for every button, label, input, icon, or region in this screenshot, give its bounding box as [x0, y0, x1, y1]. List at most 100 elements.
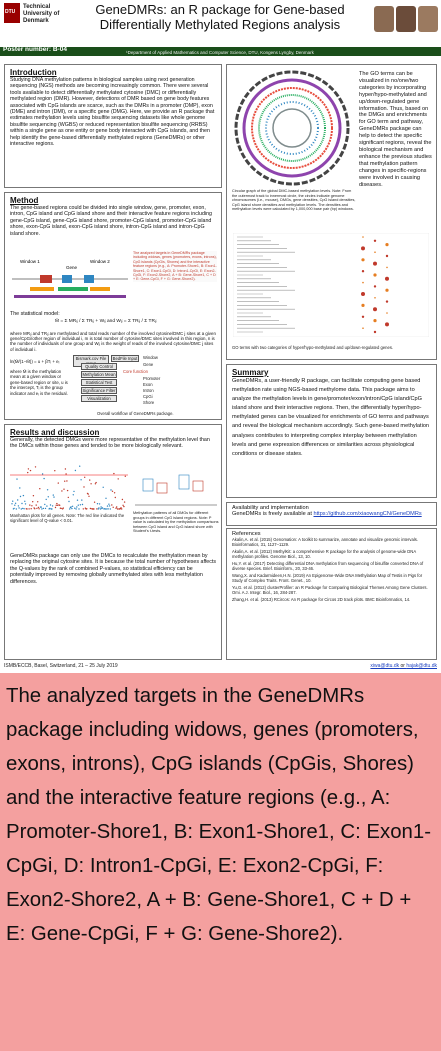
- workflow-label-gene: Gene: [143, 362, 154, 367]
- go-term-dot: [374, 251, 376, 253]
- right-top-panel: Circular graph of the global DMC-based m…: [226, 64, 437, 360]
- manhattan-point: [112, 506, 114, 508]
- logo-text: DTU: [5, 9, 16, 15]
- workflow-step-2: BedFile Input: [111, 355, 139, 362]
- manhattan-point: [89, 507, 92, 510]
- github-link[interactable]: https://github.com/xiaowangCN/GeneDMRs: [313, 511, 422, 518]
- manhattan-point: [110, 489, 112, 491]
- institution-name: Technical University of Denmark: [23, 4, 60, 24]
- introduction-body: Studying DNA methylation patterns in bio…: [10, 77, 215, 148]
- conference-footer: ISMB/ECCB, Basel, Switzerland, 21 – 25 J…: [4, 663, 118, 669]
- author-photo-1: [374, 6, 394, 32]
- boxplot-caption: Methylation patterns of all DMGs for dif…: [133, 511, 219, 534]
- manhattan-point: [99, 508, 102, 510]
- affiliation: ¹Department of Applied Mathematics and C…: [126, 50, 314, 55]
- go-term-dot: [385, 254, 389, 258]
- workflow-step-6: Significance Filter: [81, 387, 117, 394]
- manhattan-point: [32, 495, 35, 497]
- go-term-dot: [373, 285, 377, 288]
- author-photo-3: [418, 6, 438, 32]
- manhattan-point: [14, 502, 17, 504]
- manhattan-point: [96, 503, 99, 505]
- manhattan-point: [15, 508, 17, 510]
- manhattan-point: [98, 507, 100, 509]
- summary-heading: Summary: [232, 368, 269, 377]
- manhattan-point: [95, 481, 97, 484]
- manhattan-point: [24, 503, 27, 505]
- manhattan-point: [116, 508, 119, 510]
- manhattan-point: [19, 487, 21, 489]
- go-term-dot: [385, 322, 389, 327]
- manhattan-point: [98, 503, 101, 505]
- go-term-dot: [362, 236, 364, 238]
- manhattan-point: [108, 505, 111, 507]
- manhattan-point: [49, 504, 52, 506]
- manhattan-point: [77, 504, 80, 506]
- go-term-dot: [385, 276, 389, 281]
- manhattan-point: [87, 493, 89, 495]
- manhattan-point: [71, 507, 73, 510]
- manhattan-point: [108, 503, 110, 505]
- manhattan-point: [97, 508, 99, 510]
- email-link-1[interactable]: xiwa@dtu.dk: [370, 663, 400, 669]
- dtu-logo: DTU Technical University of Denmark: [4, 3, 62, 25]
- manhattan-point: [122, 504, 124, 506]
- manhattan-point: [96, 508, 98, 510]
- poster-title: GeneDMRs: an R package for Gene-based Di…: [95, 2, 345, 32]
- reference-item: Hu,Y. et al. (2017) Detecting differenti…: [232, 561, 424, 572]
- manhattan-point: [106, 505, 109, 507]
- go-term-dot: [361, 315, 365, 318]
- workflow-label-exon: Exon: [143, 382, 153, 387]
- manhattan-point: [36, 507, 38, 510]
- manhattan-point: [79, 504, 82, 506]
- manhattan-point: [70, 506, 72, 508]
- manhattan-point: [40, 506, 42, 508]
- manhattan-point: [49, 507, 51, 510]
- results-body: Generally, the detected DMGs were more r…: [10, 437, 210, 450]
- manhattan-point: [111, 490, 114, 492]
- manhattan-point: [34, 466, 37, 468]
- manhattan-point: [62, 507, 64, 509]
- manhattan-point: [37, 501, 39, 503]
- reference-item: Wang,X. and Kadarmideen,H.N. (2019) An E…: [232, 573, 423, 584]
- manhattan-point: [64, 468, 67, 470]
- manhattan-point: [17, 499, 19, 501]
- method-body: The gene-based regions could be divided …: [10, 205, 212, 237]
- email-link-2[interactable]: hajak@dtu.dk: [406, 663, 437, 669]
- dtu-logo-mark: DTU: [4, 3, 20, 23]
- go-term-dot: [374, 297, 376, 299]
- method-panel: Method The gene-based regions could be d…: [4, 192, 222, 420]
- manhattan-point: [44, 503, 46, 506]
- workflow-label-cpgi: CpGi: [143, 394, 153, 399]
- manhattan-point: [71, 505, 74, 507]
- manhattan-point: [22, 507, 24, 510]
- manhattan-point: [51, 508, 53, 510]
- manhattan-point: [21, 502, 23, 505]
- manhattan-point: [22, 494, 25, 497]
- go-term-dot: [373, 239, 377, 242]
- manhattan-point: [41, 508, 43, 510]
- manhattan-point: [79, 465, 81, 467]
- go-term-dot: [373, 330, 377, 334]
- go-caption: GO terms with two categories of hyper/hy…: [232, 345, 394, 350]
- go-term-dot: [361, 270, 365, 273]
- workflow-step-4: Methylation Mean: [81, 371, 117, 378]
- poster: DTU Technical University of Denmark Gene…: [0, 2, 441, 669]
- manhattan-point: [68, 500, 70, 503]
- manhattan-point: [123, 501, 126, 503]
- go-term-dot: [361, 258, 365, 262]
- manhattan-point: [56, 504, 59, 506]
- manhattan-point: [94, 483, 97, 485]
- manhattan-point: [117, 478, 119, 480]
- manhattan-point: [105, 497, 107, 499]
- manhattan-point: [61, 490, 63, 492]
- window1-label: Window 1: [20, 259, 40, 264]
- manhattan-point: [72, 494, 74, 496]
- manhattan-point: [54, 470, 56, 472]
- introduction-panel: Introduction Studying DNA methylation pa…: [4, 64, 222, 188]
- manhattan-point: [69, 508, 71, 510]
- workflow-step-3: Quality Control: [81, 363, 117, 370]
- manhattan-point: [47, 496, 49, 498]
- go-term-dot: [385, 288, 389, 292]
- go-term-dot: [385, 300, 389, 303]
